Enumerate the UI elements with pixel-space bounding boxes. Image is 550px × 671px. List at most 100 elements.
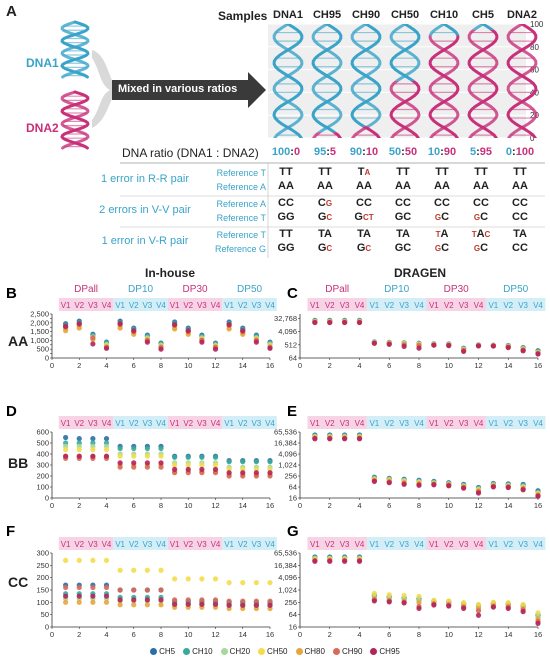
data-point-ch90 — [185, 597, 191, 603]
version-label: V3 — [142, 301, 152, 310]
genotype-cell: AA — [461, 180, 501, 192]
ratio-sep: : — [290, 146, 294, 158]
legend-item-ch10: CH10 — [183, 647, 213, 656]
data-point-ch95 — [327, 319, 333, 326]
legend-item-ch20: CH20 — [220, 647, 250, 656]
data-point-ch10 — [240, 459, 246, 465]
legend-label: CH95 — [379, 647, 400, 656]
row-label-bb: BB — [8, 455, 29, 471]
sample-header-ch5: CH5 — [471, 9, 494, 21]
geno-allele: C — [278, 197, 286, 209]
sample-header-dna2: DNA2 — [507, 9, 537, 21]
data-point-ch90 — [158, 464, 164, 470]
geno-allele: A — [440, 228, 449, 240]
dna2-label: DNA2 — [26, 121, 59, 135]
y-tick-label: 4,096 — [278, 573, 297, 582]
group-strip-bg — [113, 298, 168, 311]
y-tick-label: 65,536 — [274, 428, 297, 437]
data-point-ch95 — [342, 436, 348, 442]
group-strip-bg — [366, 298, 427, 311]
ratio-value: 100:0 — [266, 146, 306, 158]
geno-allele: C — [317, 197, 326, 209]
caller-group-label: DP30 — [444, 284, 469, 295]
caller-group-label: DP10 — [128, 284, 153, 295]
data-point-ch95 — [461, 605, 467, 611]
geno-allele: C — [512, 197, 520, 209]
data-point-ch10 — [185, 454, 191, 460]
x-tick-label: 6 — [132, 630, 136, 639]
mixed-label: Mixed in various ratios — [118, 83, 238, 95]
data-point-ch90 — [240, 598, 246, 604]
geno-allele: T — [279, 166, 286, 178]
x-tick-label: 2 — [328, 630, 332, 639]
version-label: V4 — [355, 419, 365, 428]
data-point-ch95 — [446, 603, 452, 609]
data-point-ch50 — [103, 557, 110, 564]
chart-G: GV1 V2 V3 V4 V1 V2 V3 V4 V1 V2 V3 V4 V1 V2 V3 V41664256… — [274, 523, 546, 639]
geno-allele: T — [286, 228, 293, 240]
version-label: V4 — [414, 301, 424, 310]
genotype-cell: TA — [305, 228, 345, 240]
geno-allele: C — [364, 197, 372, 209]
version-label: V1 — [170, 419, 180, 428]
geno-allele: G — [354, 211, 363, 223]
geno-allele: A — [401, 228, 410, 240]
y-tick-label: 32,768 — [274, 314, 297, 323]
geno-allele: G — [277, 211, 286, 223]
data-point-ch5 — [76, 436, 82, 442]
version-label: V1 — [369, 540, 379, 549]
version-label: V3 — [88, 419, 98, 428]
data-point-ch95 — [386, 341, 392, 347]
geno-allele: T — [318, 166, 325, 178]
data-point-ch50 — [199, 576, 205, 582]
data-point-ch95 — [342, 319, 348, 326]
x-tick-label: 12 — [211, 630, 219, 639]
version-label: V3 — [340, 419, 350, 428]
bar-axis-tick: 100 — [530, 20, 544, 29]
data-point-ch95 — [144, 339, 150, 345]
genotype-cell: GC — [461, 242, 501, 254]
data-point-ch95 — [371, 598, 377, 604]
group-strip-bg — [426, 298, 486, 311]
data-point-ch95 — [446, 483, 452, 489]
geno-allele: C — [481, 197, 489, 209]
data-point-ch95 — [158, 597, 164, 603]
data-point-ch95 — [312, 319, 318, 326]
data-point-ch95 — [103, 453, 110, 459]
data-point-ch95 — [185, 601, 191, 607]
x-tick-label: 16 — [534, 630, 542, 639]
data-point-ch95 — [212, 466, 219, 472]
genotype-cell: GC — [422, 211, 462, 223]
data-point-ch95 — [490, 484, 496, 490]
error-group-label: 1 error in V-R pair — [101, 235, 189, 247]
legend: CH5 CH10 CH20 CH50 CH80 CH90 CH95 — [0, 647, 550, 656]
samples-header: Samples — [218, 9, 268, 23]
data-point-ch95 — [416, 482, 422, 488]
version-label: V3 — [142, 419, 152, 428]
version-label: V4 — [355, 540, 365, 549]
geno-allele: C — [403, 211, 412, 223]
geno-allele: C — [473, 197, 481, 209]
data-point-ch95 — [401, 481, 407, 487]
version-label: V2 — [238, 419, 248, 428]
geno-allele: C — [395, 197, 403, 209]
version-label: V4 — [414, 540, 424, 549]
sample-helix-1 — [311, 24, 343, 139]
geno-minor-allele: C — [326, 213, 333, 222]
y-tick-label: 64 — [289, 483, 297, 492]
geno-allele: C — [480, 211, 489, 223]
data-point-ch10 — [267, 459, 273, 465]
geno-allele: A — [325, 180, 333, 192]
legend-item-ch80: CH80 — [295, 647, 325, 656]
sample-header-dna1: DNA1 — [273, 9, 303, 21]
data-point-ch50 — [461, 599, 467, 606]
geno-allele: A — [520, 180, 528, 192]
geno-allele: T — [513, 228, 519, 240]
data-point-ch95 — [90, 341, 96, 347]
data-point-ch95 — [431, 482, 437, 488]
version-label: V3 — [340, 301, 350, 310]
geno-allele: A — [512, 180, 520, 192]
sample-helix-dna2 — [351, 126, 381, 138]
